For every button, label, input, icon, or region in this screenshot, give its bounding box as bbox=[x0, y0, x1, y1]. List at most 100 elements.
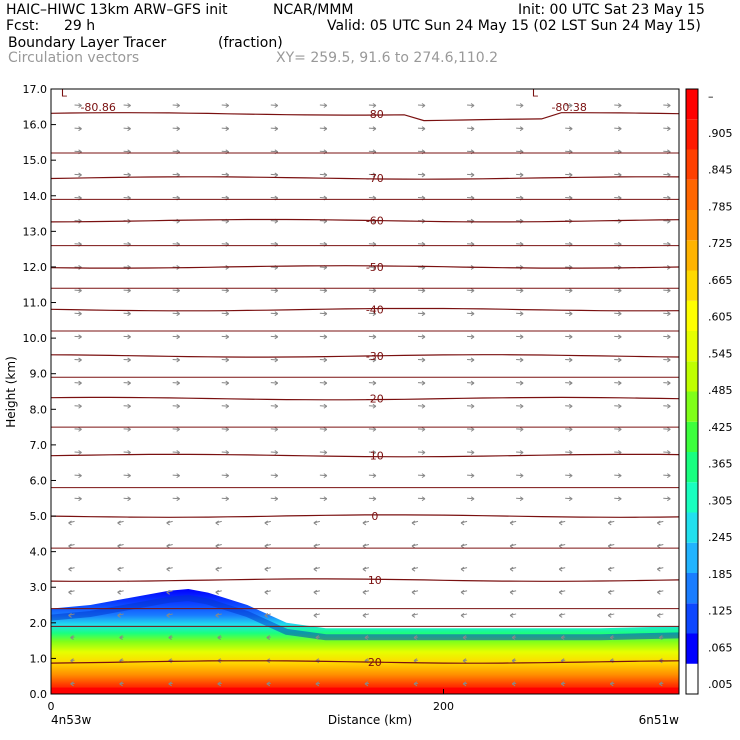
vector-arrow bbox=[614, 197, 622, 199]
vector-head bbox=[166, 589, 170, 595]
vector-head bbox=[78, 496, 82, 502]
init-time: Init: 00 UTC Sat 23 May 15 bbox=[518, 2, 705, 18]
contour-line bbox=[51, 112, 679, 122]
vector-arrow bbox=[516, 497, 524, 500]
vector-arrow bbox=[74, 405, 82, 407]
vector-head bbox=[78, 380, 82, 386]
contour-label: -80 bbox=[366, 108, 384, 121]
vector-arrow bbox=[123, 405, 131, 407]
colorbar-label: .005 bbox=[708, 678, 733, 691]
vector-arrow bbox=[368, 428, 376, 430]
vector-arrow bbox=[221, 474, 229, 477]
vector-head bbox=[274, 473, 279, 479]
vector-head bbox=[470, 403, 475, 409]
vector-arrow bbox=[417, 335, 426, 338]
vector-head bbox=[568, 473, 573, 479]
vector-arrow bbox=[467, 173, 475, 176]
vector-head bbox=[470, 473, 475, 479]
vector-arrow bbox=[417, 173, 426, 176]
vector-head bbox=[78, 103, 82, 108]
contour-label: -40 bbox=[366, 304, 384, 317]
vector-arrow bbox=[319, 312, 327, 315]
vector-arrow bbox=[516, 220, 524, 222]
colorbar-label: .185 bbox=[708, 568, 733, 581]
vector-head bbox=[470, 334, 475, 340]
vector-head bbox=[127, 126, 131, 132]
vector-head bbox=[667, 380, 671, 386]
vector-head bbox=[225, 334, 230, 340]
y-tick-label: 16.0 bbox=[23, 119, 48, 132]
vector-head bbox=[264, 566, 269, 572]
colorbar-segment bbox=[686, 300, 698, 331]
vector-arrow bbox=[516, 197, 524, 199]
vector-head bbox=[176, 334, 180, 340]
vector-head bbox=[323, 172, 328, 178]
vector-head bbox=[78, 403, 82, 409]
vector-head bbox=[266, 681, 271, 687]
vector-arrow bbox=[172, 197, 180, 199]
y-axis-label: Height (km) bbox=[4, 356, 18, 427]
contour-line bbox=[51, 176, 679, 180]
vector-arrow bbox=[172, 173, 180, 176]
vector-arrow bbox=[74, 220, 82, 222]
vector-head bbox=[519, 403, 524, 409]
vector-head bbox=[421, 496, 426, 502]
vector-arrow bbox=[123, 173, 131, 176]
contour-line bbox=[51, 354, 679, 358]
vector-arrow bbox=[417, 497, 426, 500]
vector-arrow bbox=[270, 243, 278, 245]
vector-arrow bbox=[74, 497, 82, 500]
vector-arrow bbox=[270, 405, 278, 407]
vector-head bbox=[519, 496, 524, 502]
vector-head bbox=[274, 450, 279, 455]
colorbar-segment bbox=[686, 452, 698, 483]
vector-head bbox=[667, 426, 671, 432]
vector-head bbox=[117, 520, 121, 526]
vector-head bbox=[509, 613, 514, 618]
vector-head bbox=[519, 473, 524, 479]
vector-head bbox=[78, 311, 82, 317]
y-tick-label: 1.0 bbox=[30, 652, 48, 665]
forecast-hour: 29 h bbox=[64, 18, 96, 34]
vector-head bbox=[127, 496, 131, 502]
vector-arrow bbox=[172, 150, 180, 153]
vector-head bbox=[313, 589, 318, 595]
vector-head bbox=[127, 288, 131, 293]
vector-head bbox=[78, 357, 82, 363]
vector-arrow bbox=[270, 197, 278, 199]
vector-head bbox=[617, 103, 622, 108]
vector-head bbox=[470, 380, 475, 386]
vector-arrow bbox=[319, 497, 327, 500]
vector-arrow bbox=[172, 451, 180, 453]
vector-head bbox=[568, 126, 573, 132]
vector-head bbox=[127, 334, 131, 340]
vector-arrow bbox=[417, 289, 426, 292]
vector-arrow bbox=[368, 127, 376, 130]
vector-arrow bbox=[270, 474, 278, 477]
vector-head bbox=[667, 357, 671, 363]
vector-head bbox=[667, 311, 671, 317]
contour-line bbox=[51, 307, 679, 312]
vector-arrow bbox=[614, 451, 622, 453]
vector-head bbox=[617, 288, 622, 293]
vector-arrow bbox=[368, 197, 376, 199]
valid-time: Valid: 05 UTC Sun 24 May 15 (02 LST Sun … bbox=[327, 18, 701, 34]
colorbar-label: .725 bbox=[708, 237, 733, 250]
extremum-label: L bbox=[61, 87, 68, 100]
vector-head bbox=[421, 334, 426, 340]
vector-arrow bbox=[565, 312, 573, 315]
vector-arrow bbox=[221, 451, 229, 453]
x-left-endpoint: 4n53w bbox=[51, 713, 92, 727]
vector-arrow bbox=[663, 289, 671, 292]
vector-head bbox=[470, 357, 475, 363]
vector-arrow bbox=[123, 358, 131, 361]
vector-arrow bbox=[663, 358, 671, 361]
vector-head bbox=[372, 357, 377, 363]
vector-arrow bbox=[614, 382, 622, 384]
vector-head bbox=[470, 311, 475, 317]
vector-head bbox=[617, 403, 622, 409]
vector-head bbox=[323, 473, 328, 479]
vector-arrow bbox=[123, 197, 131, 199]
vector-head bbox=[372, 450, 377, 455]
vector-head bbox=[460, 589, 465, 595]
